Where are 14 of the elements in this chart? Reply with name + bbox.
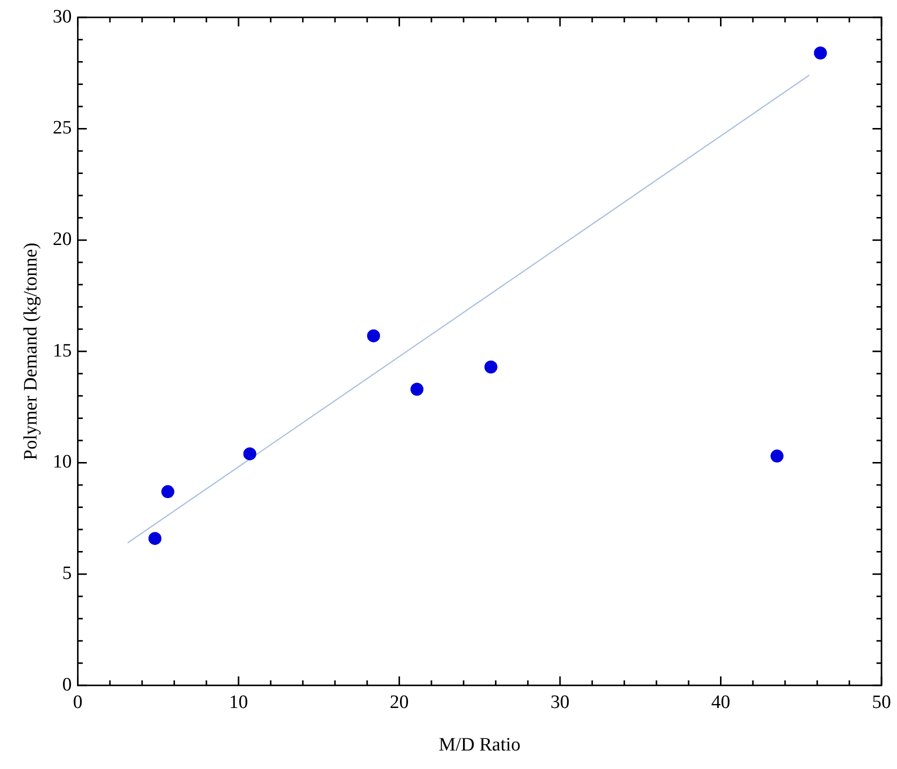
y-tick-label: 25 [52,118,72,139]
y-axis-title: Polymer Demand (kg/tonne) [20,242,42,460]
y-tick-label: 30 [52,6,72,28]
y-tick-label: 20 [52,229,72,250]
x-axis-title: M/D Ratio [438,734,521,756]
y-tick-label: 10 [52,452,72,473]
x-tick-label: 50 [872,692,891,713]
x-tick-label: 10 [229,692,248,713]
x-tick-label: 30 [550,692,570,713]
x-tick-label: 40 [711,692,730,713]
y-tick-label: 0 [62,674,72,696]
y-tick-label: 15 [52,340,72,362]
y-tick-label: 5 [62,563,72,584]
x-tick-label: 20 [390,692,409,713]
